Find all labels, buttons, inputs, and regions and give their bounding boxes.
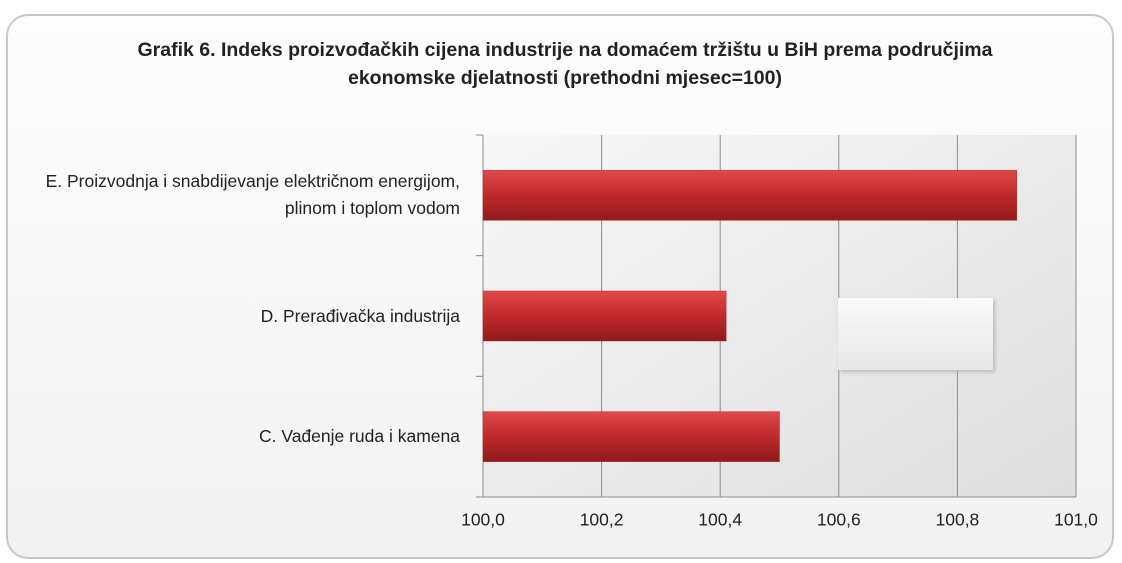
category-label: E. Proizvodnja i snabdijevanje električn… xyxy=(45,171,460,219)
x-tick-label: 100,8 xyxy=(936,510,980,530)
category-label: D. Prerađivačka industrija xyxy=(260,305,460,326)
bar xyxy=(482,290,727,342)
x-tick-label: 100,4 xyxy=(698,510,742,530)
bar xyxy=(482,411,780,462)
legend xyxy=(838,298,993,370)
chart-title: Grafik 6. Indeks proizvođačkih cijena in… xyxy=(137,39,993,89)
x-tick-label: 100,0 xyxy=(461,510,505,530)
category-label: C. Vađenje ruda i kamena xyxy=(258,426,460,447)
x-tick-label: 100,2 xyxy=(580,510,624,530)
x-tick-label: 101,0 xyxy=(1054,510,1098,530)
bar xyxy=(482,170,1017,221)
x-tick-label: 100,6 xyxy=(817,510,861,530)
